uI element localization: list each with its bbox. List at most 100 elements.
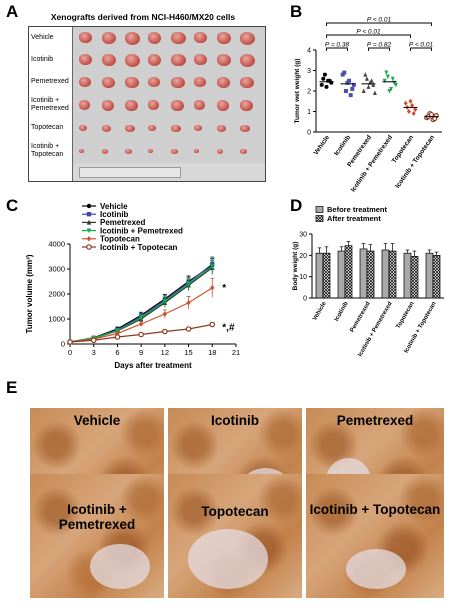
tumor	[148, 54, 162, 66]
bar	[366, 250, 375, 299]
p-value-label: P = 0.38	[325, 42, 350, 49]
bar	[344, 245, 353, 299]
xenograft-row: Pemetrexed	[29, 71, 265, 94]
legend-label: Before treatment	[327, 205, 388, 214]
ihc-image: Topotecan	[168, 474, 302, 598]
data-point	[366, 84, 371, 89]
tumor	[171, 99, 184, 111]
category-label: Icotinib + Pemetrexed	[350, 134, 394, 193]
data-point	[408, 98, 413, 104]
tumor	[240, 76, 255, 89]
tumor	[148, 148, 154, 154]
legend-marker	[86, 219, 92, 225]
tumor	[194, 148, 199, 153]
significance-bracket	[326, 47, 348, 51]
data-point	[210, 264, 215, 270]
series-line	[69, 266, 213, 343]
tumor	[240, 124, 251, 133]
data-point	[393, 82, 398, 88]
tumor	[217, 54, 231, 66]
data-point	[185, 326, 192, 332]
category-label: Icotinib	[333, 134, 352, 157]
tumor	[79, 99, 90, 110]
tumor	[217, 148, 223, 154]
legend-label: Icotinib + Pemetrexed	[100, 226, 183, 235]
ruler	[79, 167, 181, 178]
data-point	[319, 82, 324, 87]
y-tick-label: 10	[299, 274, 307, 281]
y-axis-label: Body weight (g)	[292, 242, 299, 291]
data-point	[162, 299, 168, 305]
category-label: Vehicle	[312, 300, 328, 321]
tumor	[240, 32, 256, 45]
bar	[432, 254, 441, 299]
ihc-image: Icotinib + Topotecan	[306, 474, 444, 598]
xenograft-row: Icotinib	[29, 49, 265, 72]
tumor	[148, 32, 162, 44]
x-tick-label: 15	[184, 348, 192, 357]
data-point	[364, 76, 369, 81]
ruler-photo	[73, 163, 265, 181]
data-point	[385, 74, 390, 80]
data-point	[67, 339, 73, 345]
data-point	[406, 109, 411, 114]
tumor	[79, 76, 91, 87]
data-point	[347, 78, 352, 83]
tumor	[102, 99, 114, 111]
ihc-image: Icotinib + Pemetrexed	[30, 474, 164, 598]
data-point	[371, 82, 376, 87]
ihc-label: Vehicle	[73, 413, 121, 428]
data-point	[321, 76, 326, 81]
category-label: Pemetrexed	[350, 301, 372, 334]
data-point	[348, 93, 353, 98]
tumor	[194, 76, 206, 87]
tumor	[102, 32, 116, 44]
tumor	[240, 99, 254, 112]
data-point	[209, 321, 216, 328]
data-point	[345, 80, 350, 85]
y-tick-label: 0	[61, 340, 65, 349]
tumor	[125, 124, 136, 133]
x-axis-label: Days after treatment	[114, 361, 192, 370]
tumor	[148, 99, 160, 111]
data-point	[186, 300, 191, 306]
xenograft-panel: Xenografts derived from NCI-H460/MX20 ce…	[20, 12, 266, 182]
panel-letter-e: E	[6, 378, 18, 397]
legend-label: Icotinib + Topotecan	[100, 243, 178, 252]
significance-bracket	[368, 47, 390, 51]
tumor	[194, 124, 202, 131]
tumor	[194, 99, 205, 110]
legend-marker	[86, 203, 92, 209]
tumor-photo	[73, 139, 265, 163]
tumor	[125, 54, 141, 67]
xenograft-row-label: Topotecan	[29, 117, 73, 139]
legend-marker	[86, 236, 92, 242]
bar	[410, 256, 419, 299]
tumor	[79, 124, 87, 131]
bar	[388, 250, 397, 299]
xenograft-table: Vehicle Icotinib Pemetrexed Icotinib + P…	[28, 26, 266, 182]
xenograft-row-label: Icotinib + Topotecan	[29, 139, 73, 163]
panel-letter-d: D	[290, 196, 303, 215]
tumor	[125, 32, 141, 45]
ihc-label: Topotecan	[201, 504, 269, 519]
xenograft-row-label: Pemetrexed	[29, 71, 73, 93]
bar	[322, 252, 331, 299]
tumor	[102, 76, 115, 88]
data-point	[138, 331, 144, 338]
data-point	[340, 72, 345, 77]
y-axis-label: Tumor volume (mm³)	[25, 254, 34, 333]
legend-swatch	[315, 215, 324, 222]
data-point	[382, 78, 387, 84]
bar	[337, 250, 346, 299]
tumor	[79, 148, 84, 153]
data-point	[324, 84, 329, 89]
data-point	[90, 337, 97, 344]
xenograft-row: Icotinib + Topotecan	[29, 139, 265, 164]
panel-letter-b: B	[290, 2, 303, 21]
bar	[381, 249, 390, 299]
xenograft-row-label: Vehicle	[29, 27, 73, 49]
y-tick-label: 1000	[48, 315, 65, 324]
tumor	[171, 32, 186, 45]
